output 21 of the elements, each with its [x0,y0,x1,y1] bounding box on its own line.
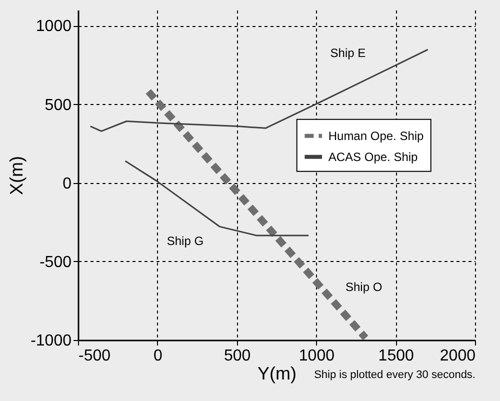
y-tick-label: 0 [62,175,72,192]
annotation: Ship O [345,280,382,294]
line-series [124,160,310,236]
y-tick-label: -1000 [30,332,72,350]
line-series [90,48,429,132]
x-tick-label: 0 [153,348,162,364]
text: Ship is plotted every 30 seconds. [314,369,476,381]
x-axis-title: Y(m) [258,364,296,384]
y-tick-label: -500 [39,254,72,271]
legend-label: Human Ope. Ship [328,128,424,143]
x-tick-label: 500 [224,348,251,364]
x-tick-label: 2000 [440,348,476,364]
y-tick-label: 500 [44,96,72,114]
x-tick-label: 1500 [378,348,414,364]
x-tick-label: -500 [78,348,111,364]
annotation: Ship E [330,46,366,60]
y-axis-title: X(m) [6,156,27,195]
legend-label: ACAS Ope. Ship [328,150,418,164]
annotation: Ship G [166,234,204,248]
x-tick-label: 1000 [298,348,335,364]
y-tick-label: 1000 [36,18,72,36]
